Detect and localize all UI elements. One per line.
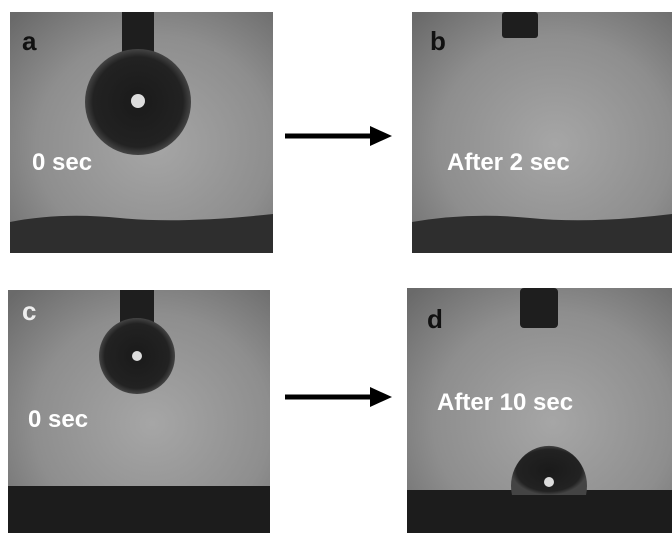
arrow — [285, 126, 392, 146]
panel-label: a — [22, 26, 37, 56]
panel-label: c — [22, 296, 36, 326]
panel-b: b After 2 sec — [412, 12, 672, 253]
arrow — [285, 387, 392, 407]
panel-caption: After 2 sec — [447, 149, 570, 176]
panel-c: c 0 sec — [8, 290, 270, 533]
figure: a 0 sec b After 2 sec c 0 sec d After 10… — [0, 0, 672, 533]
panel-label: d — [427, 304, 443, 334]
panel-d: d After 10 sec — [407, 288, 672, 533]
panel-label: b — [430, 26, 446, 56]
panel-a: a 0 sec — [10, 12, 273, 253]
panel-caption: After 10 sec — [437, 389, 573, 416]
panel-caption: 0 sec — [28, 406, 88, 433]
panel-caption: 0 sec — [32, 149, 92, 176]
